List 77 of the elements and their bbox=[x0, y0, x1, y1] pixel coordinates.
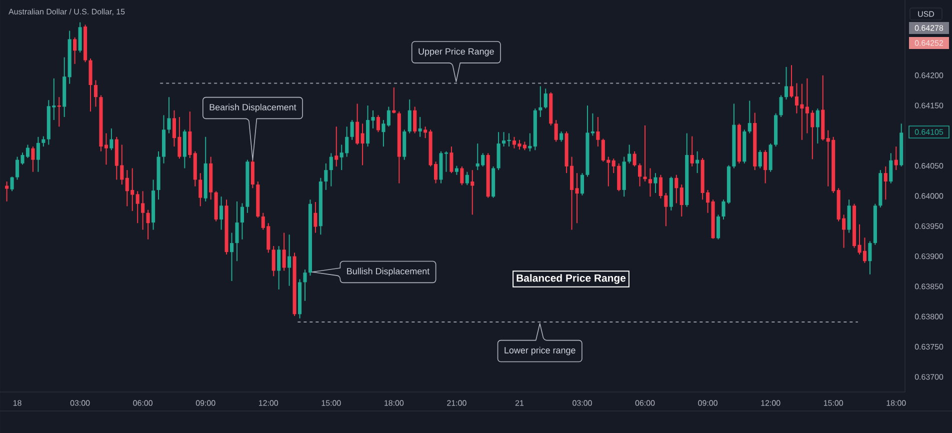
candlestick bbox=[350, 120, 354, 140]
candlestick bbox=[282, 232, 286, 272]
candlestick bbox=[392, 86, 396, 114]
candlestick bbox=[544, 88, 548, 110]
candlestick bbox=[356, 103, 360, 146]
ref-line-label: Upper Price Range bbox=[418, 48, 494, 56]
candlestick bbox=[324, 162, 328, 190]
candlestick bbox=[580, 172, 584, 196]
candlestick bbox=[314, 202, 318, 234]
candlestick bbox=[413, 106, 417, 134]
candlestick bbox=[790, 64, 794, 98]
candlestick bbox=[303, 269, 307, 302]
candlestick bbox=[748, 100, 752, 134]
candlestick bbox=[784, 66, 788, 100]
candlestick bbox=[235, 200, 239, 262]
candlestick bbox=[560, 130, 564, 142]
candlestick bbox=[758, 150, 762, 169]
candlestick bbox=[167, 96, 171, 134]
candlestick bbox=[638, 162, 642, 187]
candlestick bbox=[408, 99, 412, 134]
candlestick bbox=[250, 159, 254, 189]
candlestick bbox=[648, 168, 652, 198]
candlestick bbox=[779, 94, 783, 118]
candlestick bbox=[188, 111, 192, 158]
candlestick bbox=[78, 22, 82, 53]
candlestick bbox=[654, 172, 658, 194]
candlestick bbox=[146, 209, 150, 240]
candlestick bbox=[868, 240, 872, 275]
candlestick bbox=[360, 123, 364, 166]
ref-line-label: Lower price range bbox=[504, 346, 576, 356]
candlestick bbox=[382, 120, 386, 148]
candlestick bbox=[424, 126, 428, 139]
candlestick bbox=[418, 116, 422, 138]
candlestick bbox=[42, 136, 46, 148]
candlestick bbox=[230, 232, 234, 282]
candlestick bbox=[465, 171, 469, 186]
candlestick bbox=[643, 124, 647, 182]
candlestick bbox=[36, 136, 40, 172]
candlestick bbox=[329, 152, 333, 187]
annotation: Bearish Displacement bbox=[210, 104, 296, 112]
candlestick bbox=[889, 152, 893, 184]
candlestick bbox=[198, 172, 202, 207]
candlestick bbox=[554, 120, 558, 142]
candlestick bbox=[538, 86, 542, 118]
candlestick bbox=[376, 114, 380, 133]
annotation: Balanced Price Range bbox=[516, 274, 626, 284]
annotation: Bullish Displacement bbox=[347, 268, 430, 276]
candlestick bbox=[5, 181, 9, 202]
candlestick bbox=[272, 246, 276, 277]
candlestick bbox=[450, 146, 454, 174]
candlestick bbox=[288, 234, 292, 286]
candlestick bbox=[628, 144, 632, 164]
candlestick bbox=[528, 132, 532, 152]
candlestick bbox=[680, 184, 684, 217]
candlestick bbox=[110, 128, 114, 151]
candlestick bbox=[334, 126, 338, 167]
candlestick bbox=[10, 176, 14, 192]
candlestick bbox=[277, 246, 281, 290]
candlestick bbox=[240, 202, 244, 240]
candlestick bbox=[596, 116, 600, 148]
candlestick bbox=[674, 174, 678, 204]
candlestick bbox=[470, 170, 474, 216]
candlestick bbox=[220, 196, 224, 230]
candlestick bbox=[816, 108, 820, 144]
candlestick bbox=[31, 146, 35, 172]
candlestick bbox=[73, 36, 77, 64]
candlestick bbox=[454, 165, 458, 176]
candlestick bbox=[460, 166, 464, 186]
candlestick bbox=[632, 150, 636, 167]
candlestick bbox=[894, 146, 898, 171]
candlestick bbox=[386, 106, 390, 128]
candlestick bbox=[884, 166, 888, 200]
candlestick bbox=[716, 214, 720, 240]
candlestick bbox=[94, 80, 98, 108]
candlestick bbox=[696, 150, 700, 174]
candlestick bbox=[764, 150, 768, 184]
candlestick bbox=[690, 136, 694, 167]
